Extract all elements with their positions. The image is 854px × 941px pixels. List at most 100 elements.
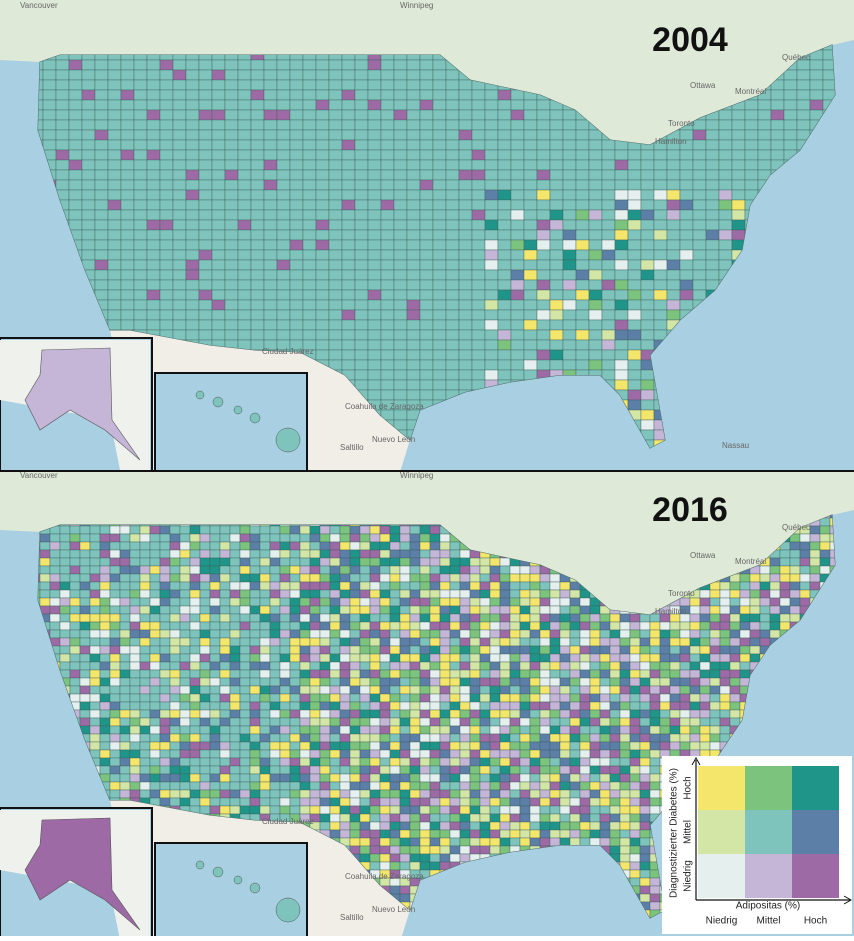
county: [100, 654, 110, 662]
county: [576, 200, 589, 210]
county: [410, 694, 420, 702]
county: [82, 220, 95, 230]
county: [524, 110, 537, 120]
county: [342, 200, 355, 210]
county: [459, 220, 472, 230]
county: [500, 694, 510, 702]
county: [329, 70, 342, 80]
county: [342, 330, 355, 340]
county: [210, 678, 220, 686]
county: [690, 710, 700, 718]
county: [108, 300, 121, 310]
county: [264, 120, 277, 130]
county: [550, 150, 563, 160]
county: [95, 100, 108, 110]
county: [212, 190, 225, 200]
county: [602, 340, 615, 350]
county: [446, 360, 459, 370]
county: [316, 70, 329, 80]
county: [615, 150, 628, 160]
county: [108, 260, 121, 270]
county: [480, 630, 490, 638]
county: [602, 250, 615, 260]
county: [200, 702, 210, 710]
county: [460, 574, 470, 582]
county: [340, 582, 350, 590]
county: [220, 574, 230, 582]
county: [700, 654, 710, 662]
county: [173, 90, 186, 100]
county: [260, 622, 270, 630]
county: [654, 170, 667, 180]
county: [550, 300, 563, 310]
county: [60, 606, 70, 614]
county: [134, 60, 147, 70]
county: [370, 550, 380, 558]
county: [410, 718, 420, 726]
county: [660, 718, 670, 726]
county: [410, 550, 420, 558]
county: [485, 220, 498, 230]
county: [490, 678, 500, 686]
county: [186, 160, 199, 170]
county: [450, 702, 460, 710]
county: [121, 270, 134, 280]
county: [43, 140, 56, 150]
county: [147, 310, 160, 320]
county: [602, 280, 615, 290]
county: [641, 220, 654, 230]
county: [440, 694, 450, 702]
county: [433, 130, 446, 140]
county: [381, 340, 394, 350]
county: [520, 718, 530, 726]
county: [220, 534, 230, 542]
county: [240, 702, 250, 710]
county: [800, 582, 810, 590]
county: [260, 534, 270, 542]
county: [225, 110, 238, 120]
county: [511, 150, 524, 160]
county: [563, 290, 576, 300]
county: [170, 718, 180, 726]
county: [200, 654, 210, 662]
county: [120, 582, 130, 590]
county: [277, 290, 290, 300]
county: [650, 670, 660, 678]
county: [56, 60, 69, 70]
county: [220, 670, 230, 678]
county: [368, 240, 381, 250]
county: [520, 662, 530, 670]
county: [199, 310, 212, 320]
county: [200, 726, 210, 734]
county: [199, 160, 212, 170]
county: [498, 220, 511, 230]
county: [381, 300, 394, 310]
county: [459, 140, 472, 150]
county: [430, 590, 440, 598]
county: [800, 542, 810, 550]
county: [540, 686, 550, 694]
county: [440, 542, 450, 550]
county: [771, 120, 784, 130]
county: [560, 638, 570, 646]
county: [251, 100, 264, 110]
county: [100, 702, 110, 710]
county: [95, 280, 108, 290]
county: [350, 590, 360, 598]
county: [240, 662, 250, 670]
county: [693, 280, 706, 290]
county: [381, 260, 394, 270]
county: [340, 718, 350, 726]
county: [290, 646, 300, 654]
county: [290, 630, 300, 638]
county: [460, 646, 470, 654]
county: [537, 130, 550, 140]
hawaii-inset: [155, 373, 307, 471]
county: [381, 280, 394, 290]
county: [190, 710, 200, 718]
county: [108, 210, 121, 220]
county: [446, 120, 459, 130]
county: [600, 622, 610, 630]
county: [641, 420, 654, 430]
county: [472, 350, 485, 360]
